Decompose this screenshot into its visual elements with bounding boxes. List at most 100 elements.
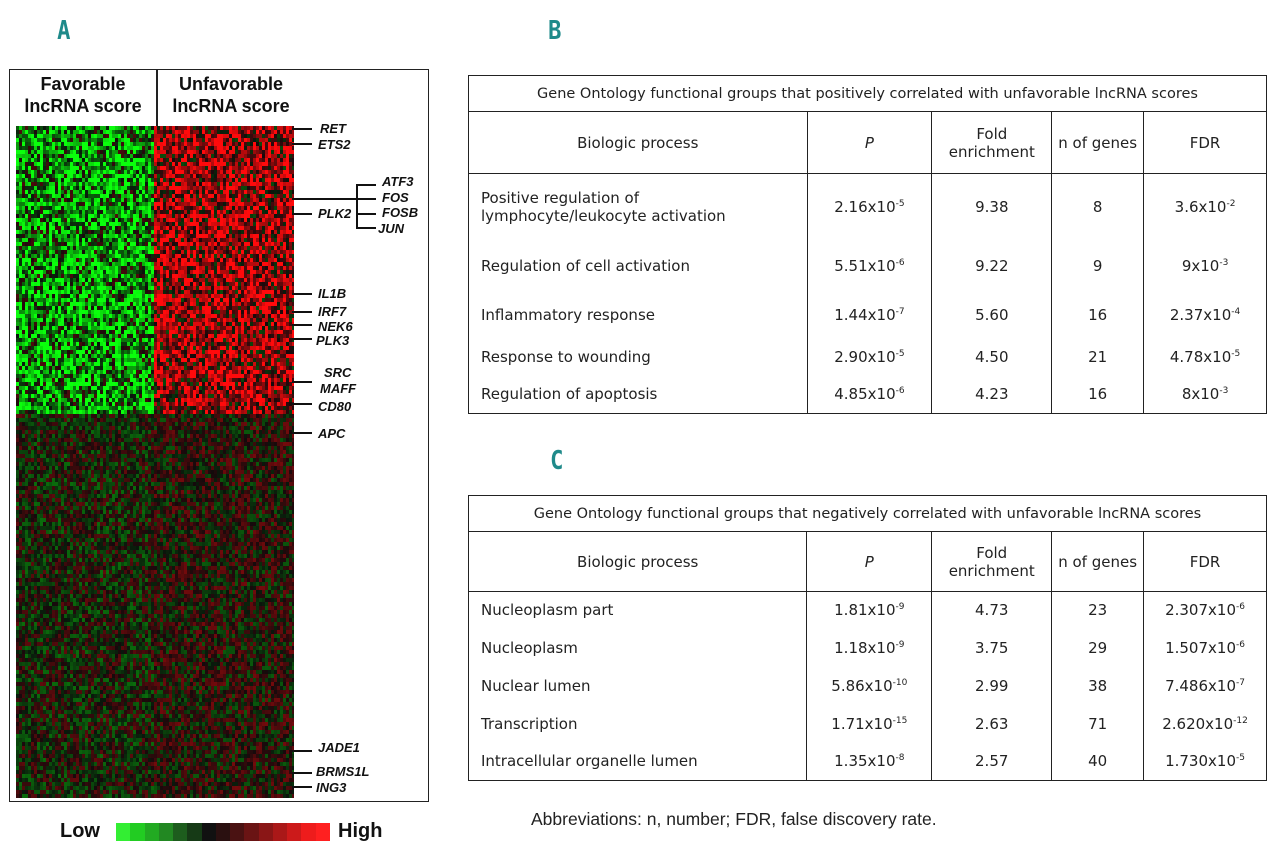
tick-ing3 [292,786,312,788]
table-b-header-process: Biologic process [468,111,808,174]
process-cell: Inflammatory response [468,291,808,338]
fdr-cell: 9x10-3 [1143,239,1267,292]
process-cell: Nucleoplasm part [467,591,808,629]
scale-low-label: Low [60,820,100,842]
table-row: Response to wounding 2.90x10-5 4.50 21 4.78x… [468,337,1267,376]
gene-label-irf7: IRF7 [318,304,347,319]
p-value-cell: 1.35x10-8 [806,742,933,781]
table-b-header-n: n of genes [1051,111,1145,174]
fold-enrichment-cell: 4.23 [931,375,1053,414]
fold-enrichment-cell: 9.22 [931,239,1053,292]
fdr-cell: 2.307x10-6 [1143,591,1267,629]
gene-label-apc: APC [318,426,346,441]
tick-ret [292,128,312,130]
gene-label-nek6: NEK6 [318,319,353,334]
fold-enrichment-cell: 5.60 [931,291,1053,338]
fold-enrichment-cell: 2.99 [931,666,1053,705]
process-cell: Intracellular organelle lumen [467,742,808,781]
abbreviations-note: Abbreviations: n, number; FDR, false dis… [531,809,937,829]
fdr-cell: 2.620x10-12 [1143,704,1267,743]
scale-swatch [287,823,302,841]
fdr-cell: 1.730x10-5 [1143,742,1267,781]
tick-cd80 [292,403,312,405]
process-cell: Response to wounding [468,337,808,376]
table-row: Inflammatory response 1.44x10-7 5.60 16 2.37… [468,291,1267,338]
tick-fos [356,198,376,200]
tick-jun [356,227,376,229]
gene-label-jade1: JADE1 [318,740,360,755]
scale-swatch [158,823,174,841]
scale-swatch [315,823,330,841]
table-row: Transcription 1.71x10-15 2.63 71 2.620x10-12 [467,704,1267,743]
panel-label-b: B [548,16,562,46]
tick-plk2 [292,213,312,215]
tick-brms1l [292,772,312,774]
scale-swatch [173,823,188,841]
unfavorable-column-header: Unfavorable lncRNA score [172,74,290,116]
table-row: Positive regulation of lymphocyte/leukoc… [468,173,1267,240]
scale-swatch [201,823,216,841]
gene-label-plk2: PLK2 [318,206,352,221]
go-table-negative: Gene Ontology functional groups that neg… [467,495,1267,781]
gene-label-jun: JUN [378,221,405,236]
gene-label-ing3: ING3 [316,780,347,795]
tick-jade1 [292,750,312,752]
favorable-column-header: Favorable lncRNA score [24,74,142,116]
table-b-header-fold: Fold enrichment [931,111,1053,174]
tick-plk3 [292,338,312,340]
scale-swatch [230,823,245,841]
scale-high-label: High [338,820,383,842]
gene-label-plk3: PLK3 [316,333,350,348]
n-genes-cell: 9 [1051,239,1145,292]
p-value-cell: 4.85x10-6 [806,375,933,414]
n-genes-cell: 40 [1051,742,1145,781]
tick-ets2 [292,143,312,145]
panel-label-c: C [550,446,564,476]
tick-nek6 [292,324,312,326]
process-cell: Positive regulation of lymphocyte/leukoc… [468,173,808,240]
fold-enrichment-cell: 4.73 [931,591,1053,629]
gene-label-fos: FOS [382,190,409,205]
scale-swatch [272,823,288,841]
fold-enrichment-cell: 3.75 [931,628,1053,667]
fold-enrichment-cell: 2.57 [931,742,1053,781]
table-b-header-p: P [806,111,933,174]
scale-swatch [258,823,273,841]
table-row: Nuclear lumen 5.86x10-10 2.99 38 7.486x10-7 [467,666,1267,705]
scale-swatch [301,823,316,841]
n-genes-cell: 8 [1051,173,1145,240]
p-value-cell: 1.18x10-9 [806,628,933,667]
scale-swatch [130,823,145,841]
tick-src [292,381,312,383]
table-c-header-n: n of genes [1051,531,1145,592]
gene-label-fosb: FOSB [382,205,419,220]
column-divider [156,70,158,126]
gene-label-maff: MAFF [320,381,357,396]
tick-irf7 [292,311,312,313]
gene-label-brms1l: BRMS1L [316,764,370,779]
gene-label-cd80: CD80 [318,399,352,414]
gene-label-atf3: ATF3 [382,174,414,189]
gene-label-il1b: IL1B [318,286,347,301]
n-genes-cell: 16 [1051,375,1145,414]
p-value-cell: 5.51x10-6 [806,239,933,292]
scale-swatch [187,823,202,841]
n-genes-cell: 38 [1051,666,1145,705]
n-genes-cell: 71 [1051,704,1145,743]
go-table-positive: Gene Ontology functional groups that pos… [468,75,1267,414]
fold-enrichment-cell: 4.50 [931,337,1053,376]
fdr-cell: 2.37x10-4 [1143,291,1267,338]
panel-label-a: A [57,16,71,46]
p-value-cell: 1.44x10-7 [806,291,933,338]
gene-label-src: SRC [324,365,352,380]
table-c-header-fold: Fold enrichment [931,531,1053,592]
n-genes-cell: 21 [1051,337,1145,376]
table-b-title: Gene Ontology functional groups that pos… [468,75,1267,112]
process-cell: Nuclear lumen [467,666,808,705]
table-row: Regulation of apoptosis 4.85x10-6 4.23 16 8x… [468,375,1267,414]
p-value-cell: 1.81x10-9 [806,591,933,629]
heatmap [16,126,294,798]
fdr-cell: 8x10-3 [1143,375,1267,414]
tick-fosb [356,213,376,215]
scale-swatch [244,823,259,841]
